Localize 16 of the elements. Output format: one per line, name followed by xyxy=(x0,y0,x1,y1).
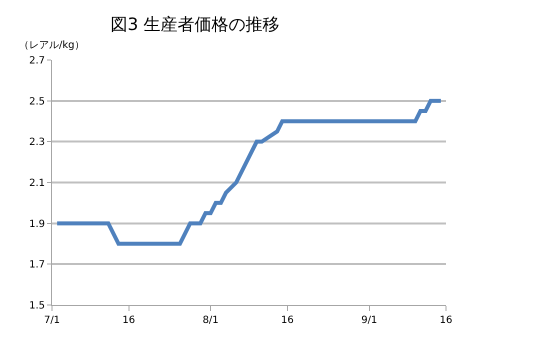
x-tick-label: 16 xyxy=(281,315,294,326)
x-tick-label: 16 xyxy=(122,315,136,326)
x-tick-label: 8/1 xyxy=(202,315,219,326)
x-tick-label: 7/1 xyxy=(44,315,60,326)
y-tick-label: 2.7 xyxy=(29,56,45,66)
y-axis-title: （レアル/kg） xyxy=(19,40,85,51)
y-tick-label: 1.9 xyxy=(29,218,45,230)
x-tick-label: 16 xyxy=(440,315,452,326)
y-tick-label: 1.7 xyxy=(29,260,45,271)
y-tick-label: 2.3 xyxy=(29,137,45,148)
chart-title: 図3 生産者価格の推移 xyxy=(110,14,280,35)
y-tick-label: 1.5 xyxy=(29,300,45,312)
x-tick-label: 9/1 xyxy=(361,315,378,326)
line-series xyxy=(55,98,443,246)
y-tick-label: 2.1 xyxy=(29,178,45,189)
y-tick-label: 2.5 xyxy=(29,96,45,108)
